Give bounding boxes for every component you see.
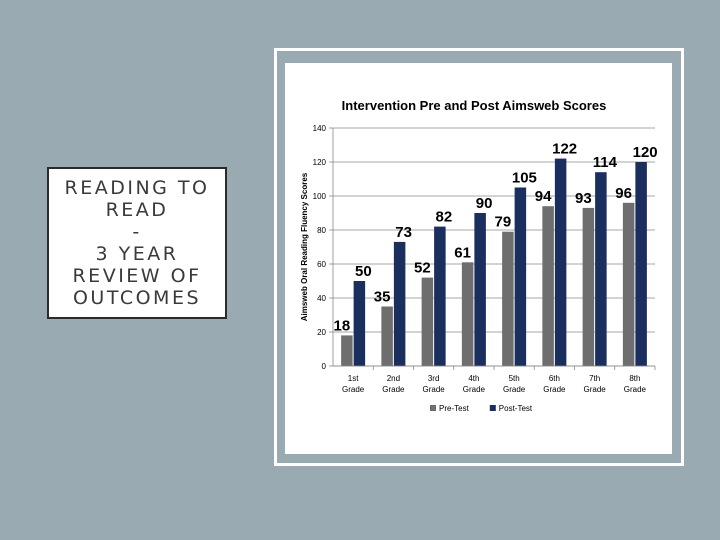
- bar-pre-test: [341, 335, 353, 366]
- x-tick-label: 5th: [509, 374, 520, 383]
- chart-frame: [274, 48, 684, 466]
- bar-post-test: [635, 162, 647, 366]
- bar-pre-test: [381, 306, 393, 366]
- x-tick-label: Grade: [503, 385, 526, 394]
- x-tick-label: 6th: [549, 374, 560, 383]
- bar-pre-test: [421, 277, 434, 366]
- bar-post-test: [474, 213, 486, 366]
- bar-post-test: [353, 281, 366, 366]
- y-tick-label: 0: [322, 362, 327, 371]
- x-tick-label: Grade: [543, 385, 566, 394]
- data-label: 82: [436, 209, 453, 226]
- bar-pre-test: [622, 202, 635, 366]
- x-tick-label: Grade: [342, 385, 365, 394]
- bar-pre-test: [542, 206, 554, 366]
- legend: Pre-Test Post-Test: [430, 404, 533, 413]
- data-label: 105: [512, 170, 537, 187]
- x-tick-label: 7th: [589, 374, 600, 383]
- x-tick-label: 8th: [629, 374, 640, 383]
- x-tick-label: Grade: [463, 385, 486, 394]
- bar-post-test: [434, 226, 446, 366]
- data-label: 93: [575, 190, 592, 207]
- axes: 0 20 40 60 80 100 120 140 1st Grade 2nd Grade 3rd Gra…: [313, 124, 656, 394]
- y-tick-label: 60: [317, 260, 326, 269]
- y-tick-label: 100: [313, 192, 327, 201]
- data-label: 18: [334, 317, 351, 334]
- x-tick-label: 2nd: [387, 374, 400, 383]
- data-label: 50: [355, 263, 372, 280]
- legend-label: Post-Test: [499, 404, 533, 413]
- slide-title-line-4: 3 YEAR: [95, 243, 179, 265]
- data-label: 120: [633, 144, 658, 161]
- data-label: 122: [552, 141, 577, 158]
- data-label: 96: [615, 185, 632, 202]
- y-tick-label: 80: [317, 226, 326, 235]
- chart-card: Intervention Pre and Post Aimsweb Scores…: [285, 63, 672, 454]
- x-tick-label: 1st: [348, 374, 359, 383]
- bar-pre-test: [582, 207, 595, 366]
- data-label: 61: [454, 244, 471, 261]
- bar-post-test: [514, 187, 527, 366]
- y-tick-label: 40: [317, 294, 326, 303]
- bar-post-test: [393, 241, 406, 366]
- legend-label: Pre-Test: [439, 404, 470, 413]
- bar-pre-test: [502, 231, 514, 366]
- data-label: 114: [593, 154, 618, 171]
- x-tick-label: Grade: [382, 385, 405, 394]
- bar-post-test: [554, 158, 567, 366]
- x-tick-label: Grade: [624, 385, 647, 394]
- x-tick-label: Grade: [423, 385, 446, 394]
- slide-title-line-5: REVIEW OF: [72, 265, 202, 287]
- legend-swatch: [489, 405, 496, 411]
- data-label: 90: [476, 195, 493, 212]
- data-label: 79: [495, 214, 512, 231]
- y-tick-label: 120: [313, 158, 327, 167]
- bar-post-test: [595, 172, 607, 366]
- bar-pre-test: [461, 262, 474, 366]
- data-label: 73: [395, 224, 412, 241]
- bar-chart: Intervention Pre and Post Aimsweb Scores…: [300, 98, 658, 413]
- x-tick-label: 4th: [468, 374, 479, 383]
- y-tick-label: 20: [317, 328, 326, 337]
- data-label: 35: [374, 289, 391, 306]
- x-tick-label: 3rd: [428, 374, 440, 383]
- slide-title-line-3: -: [132, 221, 142, 243]
- slide-title-box: READING TO READ - 3 YEAR REVIEW OF OUTCO…: [47, 167, 227, 319]
- chart-title: Intervention Pre and Post Aimsweb Scores: [342, 98, 607, 113]
- data-label: 94: [535, 188, 552, 205]
- y-axis-label: Aimsweb Oral Reading Fluency Scores: [300, 172, 309, 321]
- legend-swatch: [430, 405, 436, 411]
- slide-title-line-1: READING TO: [64, 177, 210, 199]
- slide-title-line-2: READ: [105, 199, 169, 221]
- y-tick-label: 140: [313, 124, 327, 133]
- x-tick-label: Grade: [584, 385, 607, 394]
- slide-title-line-6: OUTCOMES: [72, 287, 202, 309]
- data-label: 52: [414, 260, 431, 277]
